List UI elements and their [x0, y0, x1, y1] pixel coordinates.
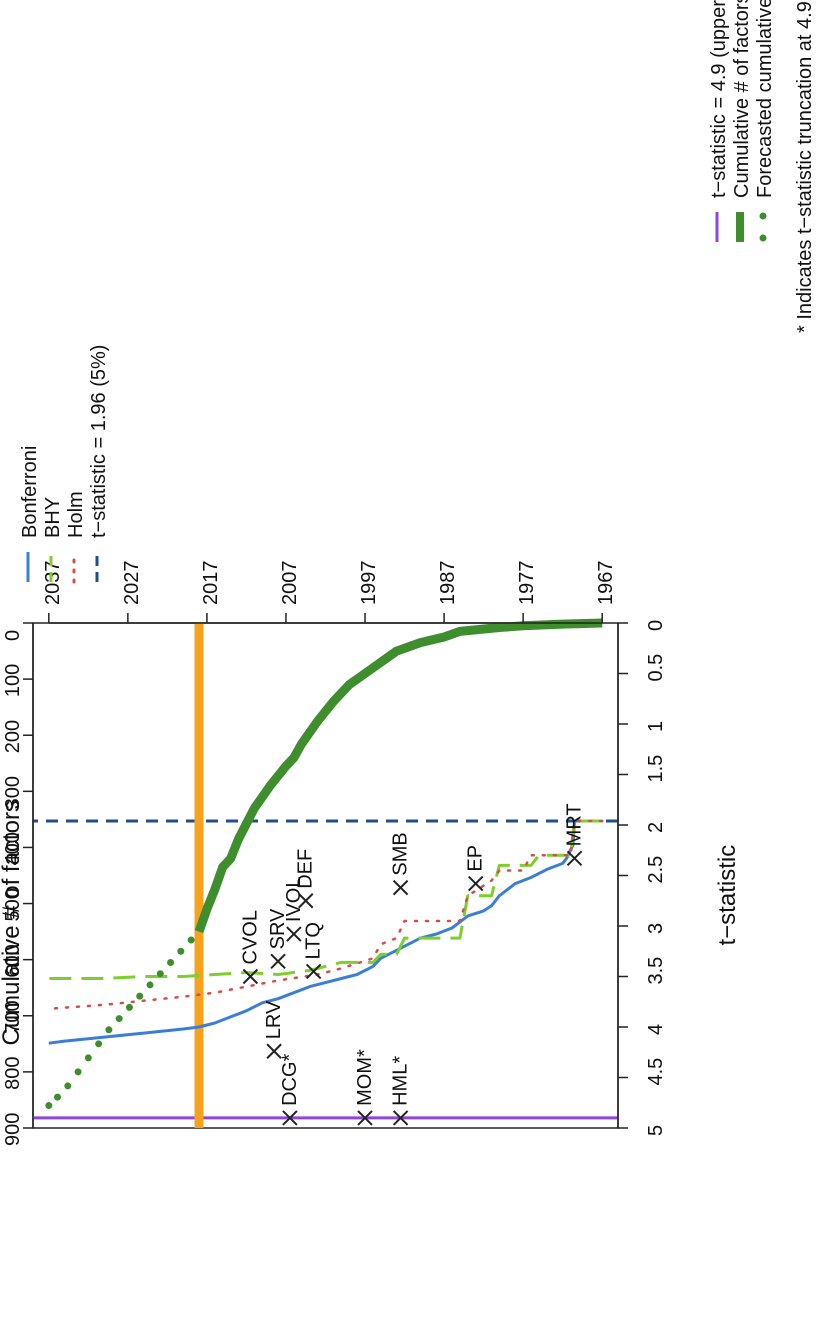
left-tick-label: 4: [645, 1024, 667, 1035]
x-tick-label: 1967: [595, 561, 617, 606]
factor-marker: [282, 1110, 298, 1126]
factor-label: LTQ: [303, 922, 325, 959]
left-tick-label: 3.5: [645, 957, 667, 985]
factor-label: CVOL: [239, 910, 261, 964]
factor-marker: [270, 953, 286, 970]
factor-marker: [392, 879, 409, 896]
factor-label: IVOL: [283, 877, 305, 923]
left-tick-label: 1.5: [645, 755, 667, 783]
plot-frame: [32, 622, 619, 1129]
legend-label: BHY: [42, 497, 64, 538]
legend-key: [759, 234, 767, 242]
forecast-point: [54, 1093, 62, 1101]
series-line-2: [47, 819, 604, 1011]
legend-label: Holm: [65, 491, 87, 538]
factor-marker: [305, 963, 322, 980]
right-axis-title: Cumulative # of factors: [0, 800, 25, 1045]
factor-label: SRV: [267, 908, 289, 949]
x-tick-label: 2017: [200, 561, 222, 606]
forecast-point: [84, 1054, 92, 1062]
left-tick-label: 1: [645, 721, 667, 732]
factor-marker: [266, 1043, 282, 1059]
factor-label: MOM*: [354, 1049, 376, 1106]
factor-marker: [392, 1110, 409, 1126]
left-tick-label: 2.5: [645, 856, 667, 884]
factor-label: DEF: [295, 849, 317, 889]
right-tick-label: 700: [2, 1000, 24, 1033]
forecast-point: [74, 1068, 82, 1076]
legend-label: Forecasted cumulative # of factors: [754, 0, 776, 198]
footnote: * Indicates t−statistic truncation at 4.…: [794, 0, 816, 333]
forecast-point: [125, 1003, 133, 1011]
right-tick-label: 300: [2, 776, 24, 809]
right-tick-label: 400: [2, 832, 24, 865]
right-tick-label: 100: [2, 664, 24, 697]
legend-label: t−statistic = 4.9 (upper bound): [708, 0, 730, 198]
right-tick-label: 800: [2, 1057, 24, 1090]
left-tick-label: 4.5: [645, 1058, 667, 1086]
legend-label: Bonferroni: [19, 446, 41, 538]
factor-marker: [566, 850, 583, 867]
left-tick-label: 0: [645, 620, 667, 631]
left-tick-label: 5: [645, 1125, 667, 1136]
forecast-point: [105, 1026, 113, 1034]
series-line-0: [48, 819, 603, 1045]
factor-label: HML*: [390, 1056, 412, 1106]
legend-label: Cumulative # of factors: [731, 0, 753, 198]
left-axis-title: t−statistic: [714, 845, 741, 946]
forecast-point: [177, 947, 185, 955]
forecast-point: [115, 1015, 123, 1023]
forecast-point: [146, 981, 154, 989]
forecast-point: [187, 936, 195, 944]
right-tick-label: 200: [2, 720, 24, 753]
right-tick-label: 0: [2, 630, 24, 641]
forecast-point: [136, 992, 144, 1000]
forecast-point: [64, 1082, 72, 1090]
factor-marker: [242, 968, 259, 985]
factor-label: SMB: [390, 832, 412, 875]
left-tick-label: 3: [645, 923, 667, 934]
legend-key: [759, 212, 767, 220]
factor-label: LRV: [263, 1000, 285, 1039]
factor-label: MRT: [564, 803, 586, 846]
factor-marker: [357, 1110, 373, 1126]
x-tick-label: 2027: [121, 561, 143, 606]
right-tick-label: 500: [2, 888, 24, 921]
forecast-point: [95, 1040, 103, 1048]
x-tick-label: 1997: [358, 561, 380, 606]
factor-label: EP: [465, 845, 487, 872]
x-tick-label: 2007: [279, 561, 301, 606]
factor-marker: [286, 926, 302, 942]
x-tick-label: 2037: [42, 561, 64, 606]
forecast-point: [156, 970, 164, 978]
right-tick-label: 600: [2, 944, 24, 977]
factor-label: DCG*: [279, 1053, 301, 1105]
factor-marker: [298, 893, 314, 909]
right-tick-label: 900: [2, 1113, 24, 1146]
left-tick-label: 2: [645, 822, 667, 833]
x-tick-label: 1977: [516, 561, 538, 606]
left-tick-label: 0.5: [645, 654, 667, 682]
forecast-point: [45, 1102, 53, 1110]
legend-label: t−statistic = 1.96 (5%): [88, 345, 110, 538]
series-line-1: [48, 819, 603, 980]
series-line-3: [194, 618, 603, 934]
x-tick-label: 1987: [437, 561, 459, 606]
factor-marker: [467, 875, 484, 892]
forecast-point: [167, 958, 175, 966]
